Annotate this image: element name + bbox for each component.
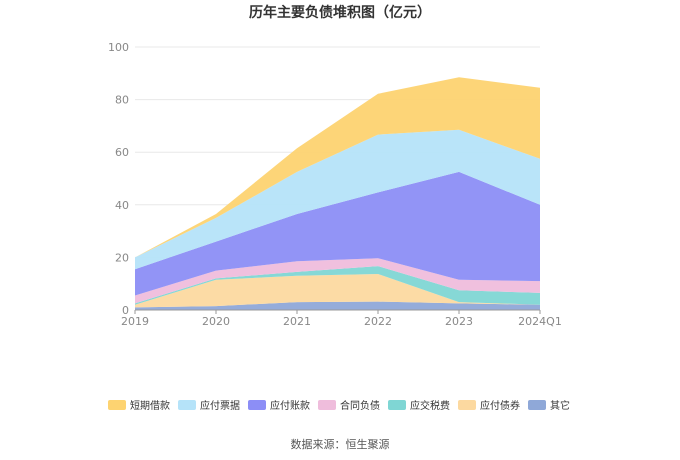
legend-label: 应交税费 xyxy=(410,399,450,412)
legend-label: 短期借款 xyxy=(130,399,170,412)
legend-swatch xyxy=(388,400,406,410)
area-6 xyxy=(135,129,540,270)
area-4 xyxy=(135,258,540,304)
x-tick-label: 2021 xyxy=(283,315,311,328)
y-tick-label: 60 xyxy=(115,146,129,159)
legend-label: 应付债券 xyxy=(480,399,520,412)
legend-swatch xyxy=(248,400,266,410)
legend-label: 合同负债 xyxy=(340,399,380,412)
legend-label: 其它 xyxy=(550,399,570,412)
legend-item[interactable]: 应付票据 xyxy=(178,399,240,412)
y-tick-label: 80 xyxy=(115,94,129,107)
axes: 0 20 40 60 80 100 2019 2020 2021 2022 2023 2024Q1 xyxy=(108,41,562,328)
y-tick-label: 40 xyxy=(115,199,129,212)
area-1 xyxy=(135,301,540,310)
legend-swatch xyxy=(318,400,336,410)
y-tick-label: 100 xyxy=(108,41,129,54)
area-7 xyxy=(135,77,540,258)
legend: 短期借款 应付票据 应付账款 合同负债 应交税费 应付债券 其它 xyxy=(108,399,570,412)
x-tick-label: 2022 xyxy=(364,315,392,328)
y-tick-label: 0 xyxy=(122,304,129,317)
x-tick-label: 2020 xyxy=(202,315,230,328)
legend-item[interactable]: 应付债券 xyxy=(458,399,520,412)
legend-item[interactable]: 其它 xyxy=(528,399,570,412)
legend-item[interactable]: 合同负债 xyxy=(318,399,380,412)
area-3 xyxy=(135,266,540,305)
y-tick-label: 20 xyxy=(115,251,129,264)
legend-item[interactable]: 应交税费 xyxy=(388,399,450,412)
area-5 xyxy=(135,171,540,296)
legend-swatch xyxy=(458,400,476,410)
legend-label: 应付票据 xyxy=(200,399,240,412)
chart-title: 历年主要负债堆积图（亿元） xyxy=(249,4,431,21)
area-series xyxy=(135,77,540,310)
legend-swatch xyxy=(108,400,126,410)
x-tick-label: 2023 xyxy=(445,315,473,328)
legend-item[interactable]: 短期借款 xyxy=(108,399,170,412)
x-tick-label: 2024Q1 xyxy=(518,315,562,328)
area-2 xyxy=(135,274,540,308)
legend-swatch xyxy=(178,400,196,410)
legend-swatch xyxy=(528,400,546,410)
legend-label: 应付账款 xyxy=(270,399,310,412)
legend-item[interactable]: 应付账款 xyxy=(248,399,310,412)
source-note: 数据来源：恒生聚源 xyxy=(291,437,390,451)
x-tick-label: 2019 xyxy=(121,315,149,328)
